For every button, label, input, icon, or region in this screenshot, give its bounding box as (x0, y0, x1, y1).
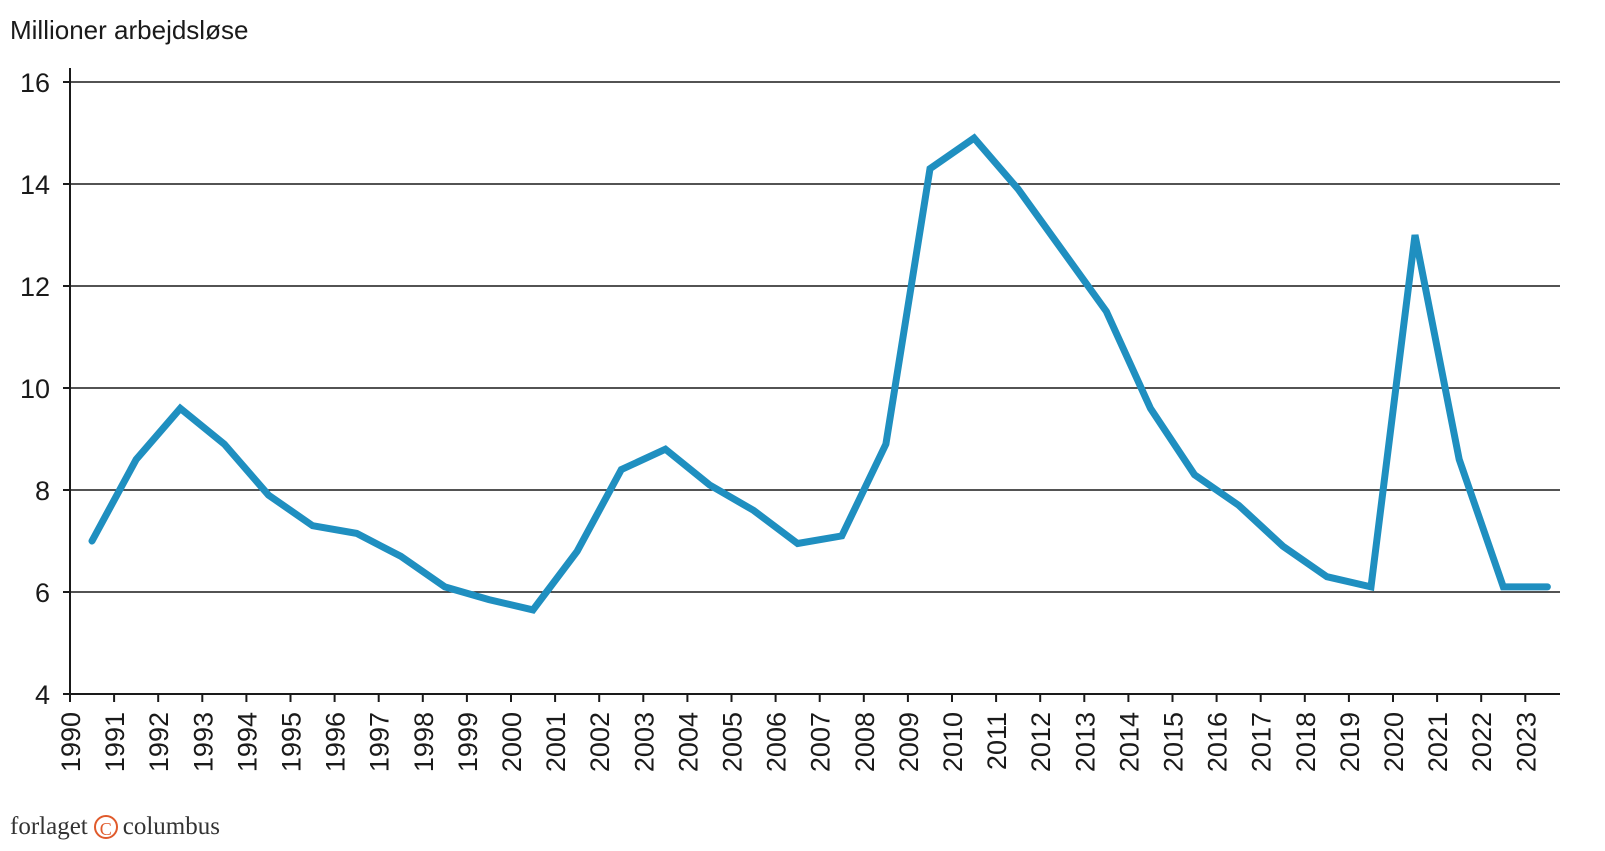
data-point-2000 (532, 609, 534, 611)
x-tick-label-2023: 2023 (1511, 712, 1541, 772)
data-point-2012 (1061, 249, 1063, 251)
x-tick-label-1992: 1992 (144, 712, 174, 772)
y-tick-label-16: 16 (20, 68, 50, 98)
copyright-mark-icon: C (93, 815, 118, 839)
data-point-2020 (1414, 234, 1416, 236)
data-point-1995 (312, 525, 314, 527)
x-tick-label-2003: 2003 (629, 712, 659, 772)
data-point-2005 (753, 509, 755, 511)
x-tick-label-2022: 2022 (1467, 712, 1497, 772)
axes (69, 68, 1560, 702)
y-tick-label-8: 8 (35, 476, 50, 506)
x-tick-label-1997: 1997 (365, 712, 395, 772)
y-tick-label-6: 6 (35, 578, 50, 608)
publisher-logo: forlaget C columbus (10, 813, 220, 841)
x-tick-label-2006: 2006 (762, 712, 792, 772)
x-tick-label-2018: 2018 (1291, 712, 1321, 772)
x-tick-label-1995: 1995 (277, 712, 307, 772)
data-point-2019 (1370, 586, 1372, 588)
y-tick-label-14: 14 (20, 170, 50, 200)
data-point-2013 (1105, 311, 1107, 312)
y-tick-label-12: 12 (20, 272, 50, 302)
data-point-2014 (1150, 407, 1151, 409)
x-tick-label-2013: 2013 (1070, 712, 1100, 772)
y-axis-label: Millioner arbejdsløse (10, 15, 248, 45)
x-tick-label-2015: 2015 (1159, 712, 1189, 772)
x-tick-label-1991: 1991 (100, 712, 130, 772)
data-point-2015 (1194, 474, 1195, 476)
data-point-1998 (444, 586, 446, 588)
x-tick-label-1996: 1996 (321, 712, 351, 772)
x-tick-label-2016: 2016 (1203, 712, 1233, 772)
data-point-1997 (400, 555, 402, 557)
data-point-2017 (1282, 545, 1284, 547)
data-point-2001 (576, 550, 578, 552)
series-line-0 (88, 133, 1551, 614)
data-point-2016 (1238, 504, 1240, 506)
x-tick-label-2012: 2012 (1026, 712, 1056, 772)
data-point-2004 (709, 484, 710, 486)
x-tick-label-2019: 2019 (1335, 712, 1365, 772)
data-point-2018 (1326, 576, 1328, 578)
data-point-2021 (1458, 458, 1460, 460)
data-point-2023 (1546, 586, 1548, 588)
brand-name-left: forlaget (10, 813, 88, 840)
data-point-1992 (179, 407, 181, 409)
x-tick-label-1998: 1998 (409, 712, 439, 772)
x-axis-ticks: 1990 1991 1992 1993 1994 1995 1996 1997 1998 1999… (56, 694, 1541, 772)
x-tick-label-2001: 2001 (541, 712, 571, 772)
data-point-2009 (929, 168, 931, 170)
gridlines (70, 81, 1560, 593)
x-tick-label-2009: 2009 (894, 712, 924, 772)
data-point-1999 (488, 599, 490, 601)
data-point-1994 (268, 494, 269, 496)
brand-name-right: columbus (122, 813, 220, 840)
data-point-2002 (620, 469, 622, 471)
y-tick-label-10: 10 (20, 374, 50, 404)
x-tick-label-2017: 2017 (1247, 712, 1277, 772)
data-point-2006 (797, 543, 799, 544)
x-tick-label-1990: 1990 (56, 712, 86, 772)
x-tick-label-2020: 2020 (1379, 712, 1409, 772)
data-point-2008 (885, 443, 887, 445)
x-tick-label-2008: 2008 (850, 712, 880, 772)
x-tick-label-2002: 2002 (585, 712, 615, 772)
data-point-2011 (1017, 188, 1019, 190)
data-point-1990 (91, 540, 93, 542)
data-point-2010 (973, 137, 975, 139)
data-point-1993 (223, 443, 225, 445)
y-axis-ticks: 4 6 8 10 12 14 16 (20, 68, 70, 710)
series-group (88, 133, 1551, 614)
x-tick-label-2011: 2011 (982, 712, 1012, 770)
x-tick-label-1994: 1994 (232, 712, 262, 772)
data-point-2003 (664, 448, 666, 450)
data-point-1991 (135, 458, 137, 460)
x-tick-label-2021: 2021 (1423, 712, 1453, 772)
x-tick-label-2014: 2014 (1114, 712, 1144, 772)
x-tick-label-2007: 2007 (806, 712, 836, 772)
x-tick-label-2000: 2000 (497, 712, 527, 772)
x-tick-label-2005: 2005 (718, 712, 748, 772)
data-point-2007 (841, 535, 843, 537)
data-point-2022 (1502, 586, 1504, 588)
data-point-1996 (356, 532, 358, 534)
x-tick-label-2010: 2010 (938, 712, 968, 772)
y-tick-label-4: 4 (35, 680, 50, 710)
x-tick-label-1993: 1993 (188, 712, 218, 772)
x-tick-label-1999: 1999 (453, 712, 483, 772)
x-tick-label-2004: 2004 (673, 712, 703, 772)
